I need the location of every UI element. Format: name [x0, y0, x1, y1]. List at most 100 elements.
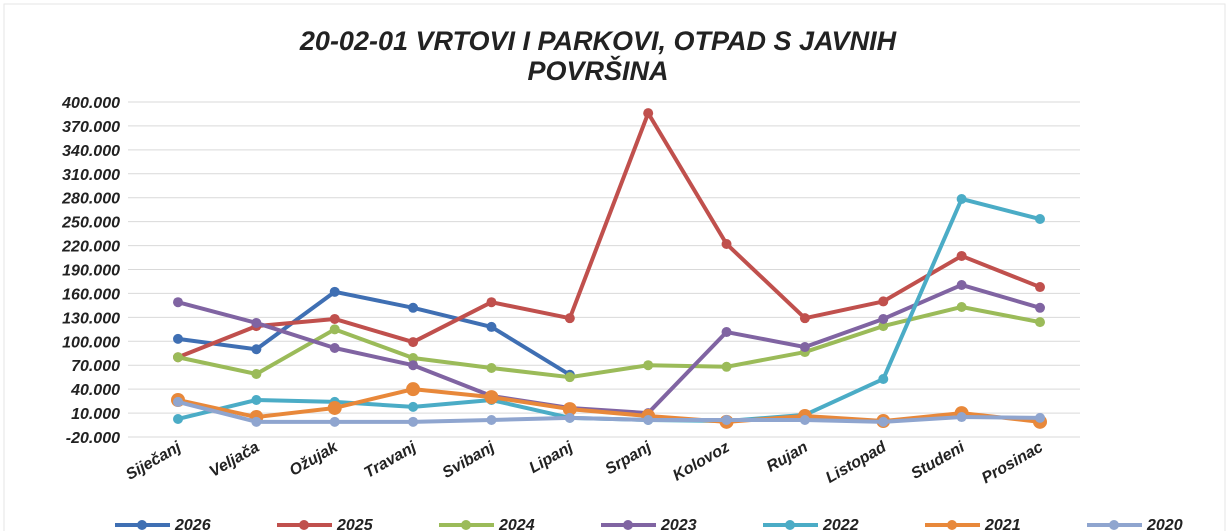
data-point: [1035, 282, 1045, 293]
series-line: [177, 282, 1041, 416]
data-point: [878, 374, 889, 385]
legend-swatch-marker: [461, 520, 471, 530]
data-point: [486, 363, 497, 374]
data-point: [173, 297, 183, 308]
data-point: [408, 360, 419, 371]
data-point: [721, 238, 732, 249]
data-point: [406, 382, 421, 397]
data-point: [251, 344, 262, 355]
data-point: [643, 108, 654, 119]
x-tick-label: Rujan: [764, 439, 811, 476]
x-tick-label: Siječanj: [123, 438, 184, 483]
data-point: [329, 313, 340, 324]
data-point: [643, 415, 654, 426]
legend-label: 2026: [174, 517, 211, 531]
series-line: [177, 304, 1041, 380]
data-point: [799, 415, 810, 426]
data-point: [173, 413, 183, 424]
x-tick-label: Lipanj: [527, 438, 577, 477]
data-point: [486, 415, 497, 426]
data-point: [721, 415, 732, 426]
y-tick-label: 160.000: [62, 286, 120, 303]
data-point: [329, 342, 340, 353]
x-tick-label: Srpanj: [603, 438, 655, 478]
data-point: [878, 313, 889, 324]
data-point: [956, 301, 967, 312]
legend-label: 2022: [822, 517, 859, 531]
data-point: [1035, 302, 1045, 313]
y-tick-label: 70.000: [71, 358, 120, 375]
data-point: [1035, 317, 1045, 328]
x-tick-label: Listopad: [823, 438, 890, 487]
y-tick-label: -20.000: [66, 430, 120, 447]
series-line: [177, 289, 571, 377]
data-point: [564, 372, 575, 383]
legend-swatch-marker: [947, 520, 957, 530]
data-point: [1035, 214, 1045, 225]
x-tick-label: Veljača: [207, 439, 263, 481]
data-point: [484, 390, 499, 405]
data-point: [486, 297, 497, 308]
data-point: [408, 416, 419, 427]
y-tick-label: 280.000: [61, 191, 120, 208]
x-tick-label: Ožujak: [287, 438, 342, 480]
y-tick-label: 220.000: [61, 239, 120, 256]
x-tick-label: Kolovoz: [670, 439, 732, 485]
data-point: [329, 416, 340, 427]
data-point: [486, 321, 497, 332]
legend-label: 2020: [1146, 517, 1183, 531]
y-tick-label: 130.000: [62, 310, 120, 327]
x-tick-label: Prosinac: [979, 439, 1046, 488]
data-point: [878, 416, 889, 427]
y-tick-label: 100.000: [62, 334, 120, 351]
data-point: [329, 324, 340, 335]
data-point: [562, 402, 577, 417]
y-tick-label: 310.000: [62, 167, 120, 184]
legend-swatch-marker: [623, 520, 633, 530]
data-point: [956, 193, 967, 204]
legend-swatch-marker: [299, 520, 309, 530]
data-point: [721, 361, 732, 372]
data-point: [329, 286, 340, 297]
data-point: [956, 279, 967, 290]
legend-label: 2023: [660, 517, 697, 531]
series-line: [177, 111, 1041, 360]
data-point: [408, 353, 419, 364]
y-tick-label: 190.000: [62, 263, 120, 280]
data-point: [564, 313, 575, 324]
data-point: [956, 412, 967, 423]
data-point: [878, 296, 889, 307]
data-point: [408, 337, 419, 348]
data-point: [1035, 412, 1045, 423]
data-point: [173, 352, 183, 363]
data-point: [251, 394, 262, 405]
legend-swatch-marker: [785, 520, 795, 530]
legend-swatch-marker: [137, 520, 147, 530]
chart-title: POVRŠINA: [527, 55, 668, 86]
data-point: [878, 321, 889, 332]
y-tick-label: 40.000: [70, 382, 120, 399]
y-tick-label: 10.000: [71, 406, 120, 423]
x-tick-label: Svibanj: [440, 438, 498, 481]
data-point: [408, 401, 419, 412]
legend-label: 2025: [336, 517, 374, 531]
y-tick-label: 340.000: [62, 143, 120, 160]
series-line: [177, 399, 1041, 424]
legend-label: 2024: [498, 517, 535, 531]
data-point: [956, 250, 967, 261]
chart-frame: [3, 3, 1226, 531]
data-point: [173, 333, 183, 344]
data-point: [251, 317, 262, 328]
data-point: [799, 313, 810, 324]
chart-title: 20-02-01 VRTOVI I PARKOVI, OTPAD S JAVNI…: [299, 26, 897, 56]
x-tick-label: Travanj: [362, 438, 420, 481]
legend-swatch-marker: [1109, 520, 1119, 530]
legend-label: 2021: [984, 517, 1021, 531]
y-tick-label: 400.000: [61, 95, 120, 112]
y-tick-label: 370.000: [62, 119, 120, 136]
data-point: [643, 360, 654, 371]
data-point: [173, 396, 183, 407]
data-point: [564, 412, 575, 423]
data-point: [327, 400, 342, 415]
